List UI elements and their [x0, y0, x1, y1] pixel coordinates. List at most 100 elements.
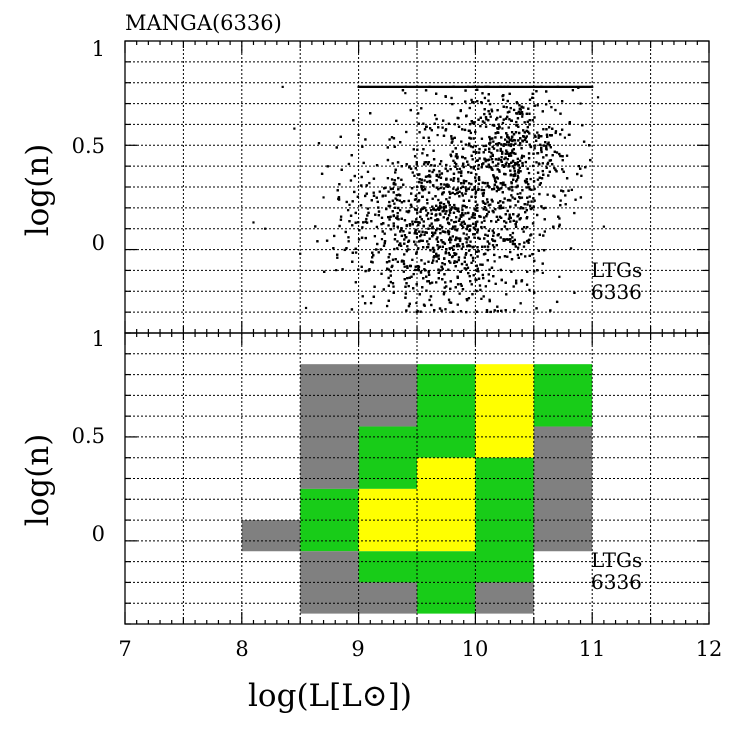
scatter-point: [512, 152, 515, 155]
scatter-point: [485, 118, 488, 121]
scatter-point: [406, 277, 409, 280]
scatter-point: [435, 179, 438, 182]
scatter-point: [454, 238, 457, 242]
scatter-point: [528, 288, 531, 292]
scatter-point: [518, 166, 521, 169]
scatter-point: [498, 170, 501, 173]
scatter-point: [535, 307, 538, 310]
scatter-point: [535, 161, 538, 164]
scatter-point: [444, 128, 448, 131]
scatter-point: [323, 270, 326, 273]
scatter-point: [483, 108, 486, 111]
xtick-8: 8: [235, 637, 248, 661]
scatter-point: [394, 85, 398, 88]
scatter-point: [480, 101, 483, 104]
scatter-point: [435, 186, 438, 189]
scatter-point: [425, 231, 428, 234]
scatter-point: [479, 288, 482, 292]
scatter-point: [490, 166, 493, 169]
scatter-point: [383, 187, 386, 190]
scatter-point: [525, 112, 528, 115]
heatmap-cell: [358, 551, 417, 583]
scatter-point: [491, 85, 495, 88]
scatter-point: [587, 85, 590, 88]
scatter-point: [500, 156, 503, 159]
scatter-point: [442, 187, 446, 190]
heatmap-cell: [417, 582, 476, 614]
scatter-point: [488, 147, 491, 150]
scatter-point: [460, 174, 463, 177]
scatter-point: [419, 310, 422, 313]
scatter-point: [387, 85, 391, 88]
scatter-point: [455, 237, 458, 240]
scatter-point: [533, 147, 536, 150]
scatter-point: [529, 85, 532, 88]
scatter-point: [385, 261, 389, 264]
scatter-point: [515, 112, 518, 115]
scatter-point: [469, 254, 473, 257]
scatter-point: [400, 201, 403, 204]
scatter-point: [482, 189, 486, 192]
scatter-point: [404, 92, 407, 95]
scatter-point: [348, 203, 351, 206]
scatter-point: [376, 200, 379, 204]
scatter-point: [428, 179, 431, 183]
scatter-point: [465, 180, 468, 183]
scatter-point: [417, 85, 420, 88]
scatter-point: [448, 253, 451, 256]
scatter-point: [511, 149, 514, 152]
scatter-point: [549, 146, 552, 149]
scatter-point: [449, 241, 452, 244]
scatter-point: [511, 135, 514, 138]
scatter-point: [554, 168, 557, 171]
scatter-point: [488, 298, 491, 301]
scatter-point: [476, 159, 479, 162]
scatter-point: [407, 284, 410, 288]
top-panel: MANGA(6336) 0 0.5 1 log(n) LTGs 6336: [20, 11, 710, 334]
scatter-point: [437, 257, 440, 260]
scatter-point: [483, 245, 487, 248]
scatter-point: [402, 230, 405, 233]
scatter-point: [535, 90, 538, 93]
scatter-point: [396, 217, 399, 220]
scatter-point: [431, 235, 434, 238]
scatter-point: [450, 154, 453, 158]
scatter-point: [454, 265, 457, 268]
scatter-point: [345, 200, 348, 204]
scatter-point: [457, 219, 461, 223]
scatter-point: [419, 85, 422, 88]
scatter-point: [421, 85, 424, 88]
scatter-point: [496, 234, 499, 237]
scatter-point: [517, 139, 520, 142]
scatter-point: [491, 200, 494, 203]
scatter-point: [379, 248, 382, 251]
scatter-point: [496, 142, 499, 145]
scatter-point: [376, 85, 379, 88]
scatter-point: [412, 85, 415, 88]
scatter-point: [467, 224, 470, 227]
scatter-point: [366, 214, 369, 217]
scatter-point: [519, 302, 522, 305]
scatter-point: [403, 200, 406, 203]
scatter-point: [515, 185, 518, 189]
scatter-point: [528, 254, 531, 257]
scatter-point: [431, 170, 434, 174]
scatter-point: [415, 301, 418, 305]
scatter-point: [564, 203, 567, 206]
scatter-point: [488, 135, 491, 139]
scatter-point: [538, 233, 541, 236]
scatter-point: [339, 215, 343, 218]
scatter-point: [463, 267, 466, 270]
scatter-point: [477, 163, 480, 167]
scatter-point: [457, 85, 461, 88]
scatter-point: [527, 200, 530, 203]
scatter-point: [503, 85, 506, 88]
scatter-point: [467, 297, 471, 300]
scatter-point: [540, 148, 543, 152]
scatter-point: [522, 207, 525, 210]
scatter-point: [419, 208, 423, 211]
scatter-point: [512, 213, 515, 216]
scatter-point: [467, 85, 470, 88]
scatter-point: [535, 85, 538, 88]
scatter-point: [436, 236, 439, 239]
